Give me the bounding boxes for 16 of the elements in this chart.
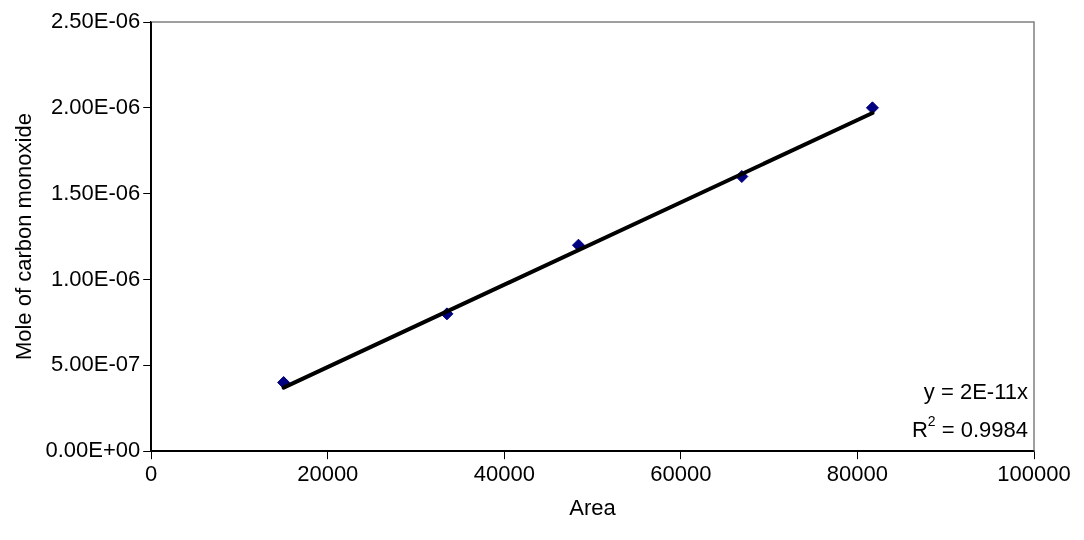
y-tick-label: 2.00E-06 bbox=[50, 93, 141, 119]
point bbox=[865, 101, 879, 115]
x-tick-label: 80000 bbox=[826, 461, 889, 487]
y-tick-label: 1.00E-06 bbox=[50, 265, 141, 291]
x-tick-label: 40000 bbox=[473, 461, 535, 487]
x-tick-label: 0 bbox=[145, 461, 158, 487]
y-axis-title: Mole of carbon monoxide bbox=[11, 113, 37, 361]
y-tick-label: 2.50E-06 bbox=[50, 8, 141, 34]
annotation: y = 2E-11x bbox=[923, 379, 1029, 405]
y-tick-label: 0.00E+00 bbox=[45, 437, 141, 463]
x-tick-label: 20000 bbox=[297, 461, 359, 487]
x-axis-title: Area bbox=[569, 494, 617, 520]
y-tick-label: 5.00E-07 bbox=[50, 351, 141, 377]
y-tick-label: 1.50E-06 bbox=[50, 179, 141, 205]
x-tick-label: 60000 bbox=[650, 461, 712, 487]
x-tick-label: 100000 bbox=[997, 461, 1071, 487]
